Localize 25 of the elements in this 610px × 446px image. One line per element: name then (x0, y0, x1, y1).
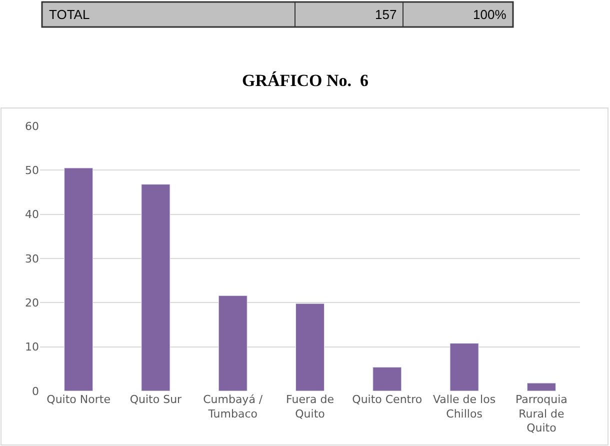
y-tick-label: 40 (25, 208, 39, 222)
x-tick-label: Fuera de Quito (286, 393, 334, 420)
y-tick-label: 60 (25, 120, 39, 133)
x-tick-label: Quito Sur (130, 393, 182, 406)
y-tick-label: 0 (32, 384, 39, 398)
bar (450, 343, 479, 391)
bar (295, 303, 325, 391)
text: 100% (473, 7, 507, 22)
y-tick-label: 20 (25, 296, 39, 310)
x-tick-label: Cumbayá / Tumbaco (203, 393, 263, 420)
text: 157 (375, 7, 397, 22)
text: TOTAL (49, 7, 90, 22)
bar (218, 295, 248, 391)
x-tick-label: Quito Norte (46, 393, 111, 406)
bar (372, 366, 402, 391)
bar (526, 382, 556, 391)
x-tick-label: Valle de los Chillos (433, 393, 496, 420)
y-tick-label: 50 (25, 164, 39, 178)
bar (141, 184, 170, 391)
y-tick-label: 30 (25, 252, 39, 266)
chart-title: GRÁFICO No. 6 (242, 71, 369, 90)
x-tick-label: Parroquia Rural de Quito (515, 393, 568, 435)
x-tick-label: Quito Centro (352, 393, 422, 406)
y-tick-label: 10 (25, 340, 39, 354)
bar (64, 168, 94, 391)
